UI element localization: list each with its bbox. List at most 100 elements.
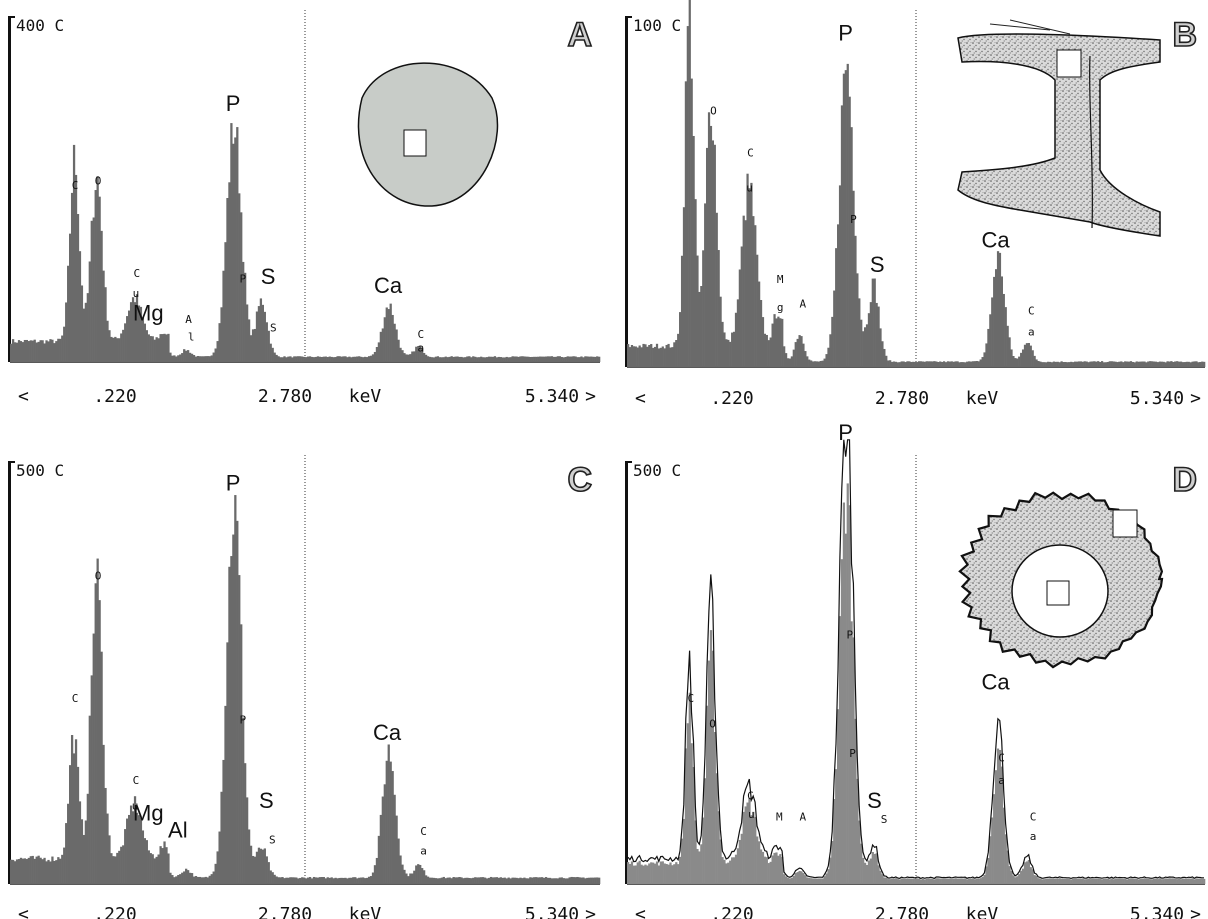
spectrum-bar	[310, 356, 314, 362]
spectrum-fill-bar	[659, 861, 662, 884]
spectrum-bar	[167, 853, 170, 884]
spectrum-bar	[495, 357, 499, 362]
spectrum-fill-bar	[1156, 879, 1160, 884]
spectrum-bar	[185, 868, 188, 884]
spectrum-bar	[102, 744, 105, 884]
spectrum-bar	[939, 361, 942, 367]
spectrum-fill-bar	[871, 852, 874, 884]
spectrum-bar	[236, 127, 239, 362]
spectrum-bar	[495, 877, 499, 884]
spectrum-bar	[462, 878, 465, 884]
spectrum-bar	[448, 356, 451, 362]
spectrum-bar	[139, 306, 143, 362]
spectrum-bar	[638, 345, 641, 367]
spectrum-bar	[340, 877, 343, 884]
spectrum-bar	[285, 357, 288, 362]
spectrum-bar	[468, 878, 471, 884]
spectrum-bar	[259, 298, 263, 362]
spectrum-bar	[72, 144, 76, 362]
spectrum-fill-bar	[736, 848, 740, 884]
spectrum-bar	[906, 361, 909, 367]
spectrum-bar	[556, 878, 559, 884]
spectrum-fill-bar	[858, 820, 861, 884]
spectrum-bar	[187, 870, 190, 884]
spectrum-bar	[1018, 356, 1021, 367]
spectrum-bar	[1191, 361, 1194, 367]
spectrum-fill-bar	[725, 863, 728, 884]
spectrum-bar	[155, 337, 158, 362]
spectrum-fill-bar	[993, 794, 996, 884]
spectrum-bar	[568, 877, 571, 884]
peak-label: Mg	[133, 801, 164, 826]
spectrum-bar	[389, 761, 392, 884]
spectrum-bar	[204, 876, 207, 884]
spectrum-bar	[409, 873, 412, 884]
count-scale-label: 100 C	[633, 16, 681, 35]
spectrum-bar	[535, 877, 538, 884]
spectrum-bar	[554, 356, 558, 362]
spectrum-bar	[434, 878, 438, 884]
spectrum-bar	[165, 334, 168, 362]
spectrum-fill-bar	[734, 854, 738, 884]
spectrum-bar	[630, 345, 634, 367]
spectrum-fill-bar	[991, 817, 994, 884]
spectrum-bar	[326, 357, 329, 362]
spectrum-bar	[881, 341, 884, 367]
spectrum-bar	[232, 143, 235, 362]
spectrum-fill-bar	[869, 858, 872, 884]
peak-label: u	[132, 800, 139, 813]
spectrum-fill-bar	[1099, 879, 1102, 884]
spectrum-fill-bar	[1021, 868, 1025, 884]
spectrum-bar	[987, 328, 990, 367]
spectrum-bar	[1052, 361, 1056, 367]
spectrum-bar	[542, 877, 546, 884]
spectrum-bar	[377, 342, 381, 362]
spectrum-fill-bar	[971, 878, 975, 884]
spectrum-bar	[37, 855, 40, 884]
spectrum-bar	[45, 861, 48, 884]
spectrum-bar	[318, 356, 322, 362]
spectrum-bar	[740, 246, 743, 367]
y-axis-line	[625, 461, 628, 884]
spectrum-bar	[794, 342, 797, 367]
spectrum-fill-bar	[715, 773, 718, 884]
spectrum-fill-bar	[1033, 875, 1036, 884]
spectrum-bar	[756, 254, 759, 367]
count-scale-label: 500 C	[16, 461, 64, 480]
spectrum-fill-bar	[677, 864, 680, 884]
axis-unit-label: keV	[966, 388, 999, 409]
inset-round-grain	[357, 62, 499, 207]
spectrum-bar	[912, 361, 915, 367]
spectrum-fill-bar	[1045, 878, 1048, 884]
spectrum-bar	[122, 845, 125, 884]
spectrum-bar	[104, 787, 107, 884]
spectrum-bar	[305, 357, 308, 362]
spectrum-bar	[242, 261, 245, 362]
spectrum-bar	[413, 351, 416, 362]
peak-label: P	[850, 213, 857, 226]
spectrum-bar	[485, 357, 489, 362]
spectrum-bar	[460, 877, 463, 884]
spectrum-bar	[421, 347, 424, 362]
spectrum-bar	[694, 199, 697, 367]
spectrum-bar	[594, 877, 597, 884]
spectrum-bar	[409, 354, 412, 362]
spectrum-bar	[1050, 362, 1054, 367]
spectrum-bar	[173, 355, 176, 362]
spectrum-bar	[352, 877, 355, 884]
spectrum-bar	[308, 877, 312, 884]
spectrum-bar	[426, 356, 430, 362]
spectrum-bar	[21, 342, 25, 362]
spectrum-bar	[365, 357, 369, 362]
spectrum-bar	[51, 339, 54, 362]
spectrum-bar	[381, 328, 384, 362]
axis-unit-label: keV	[349, 904, 382, 919]
spectrum-bar	[823, 358, 826, 367]
spectrum-bar	[192, 876, 196, 884]
spectrum-bar	[1097, 361, 1100, 367]
spectrum-fill-bar	[1183, 878, 1187, 884]
spectrum-bar	[338, 877, 341, 884]
spectrum-bar	[446, 357, 449, 362]
peak-label: M	[776, 811, 783, 824]
